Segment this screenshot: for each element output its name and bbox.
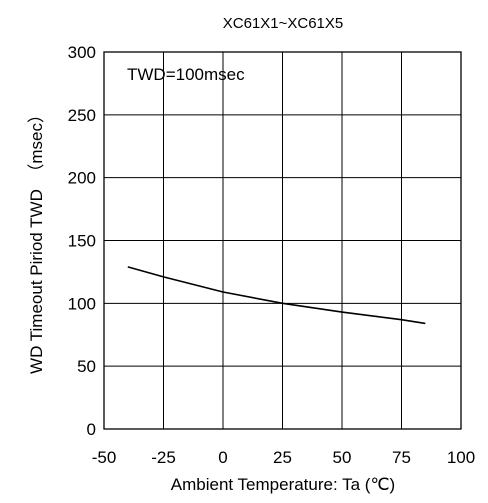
x-tick-label: 50 — [333, 448, 352, 467]
x-tick-label: 0 — [218, 448, 227, 467]
y-tick-label: 300 — [68, 43, 96, 62]
x-axis-label: Ambient Temperature: Ta (℃) — [171, 475, 395, 494]
grid — [104, 52, 461, 429]
x-tick-label: -50 — [92, 448, 117, 467]
y-tick-label: 100 — [68, 294, 96, 313]
plot-frame — [103, 51, 462, 430]
x-tick-label: 100 — [447, 448, 475, 467]
y-tick-label: 0 — [87, 420, 96, 439]
series-lines — [127, 266, 426, 325]
x-tick-label: -25 — [151, 448, 176, 467]
y-tick-label: 250 — [68, 106, 96, 125]
series-line-0 — [127, 266, 426, 325]
chart-title: XC61X1~XC61X5 — [223, 15, 344, 32]
x-tick-labels: -50 -25 0 25 50 75 100 — [92, 448, 475, 467]
x-tick-label: 25 — [273, 448, 292, 467]
annotation: TWD=100msec — [127, 65, 245, 84]
y-tick-label: 150 — [68, 232, 96, 251]
y-tick-label: 50 — [77, 357, 96, 376]
y-tick-labels: 0 50 100 150 200 250 300 — [68, 43, 96, 439]
y-axis-label: WD Timeout Piriod TWD （msec） — [27, 106, 46, 374]
x-tick-label: 75 — [392, 448, 411, 467]
y-tick-label: 200 — [68, 169, 96, 188]
